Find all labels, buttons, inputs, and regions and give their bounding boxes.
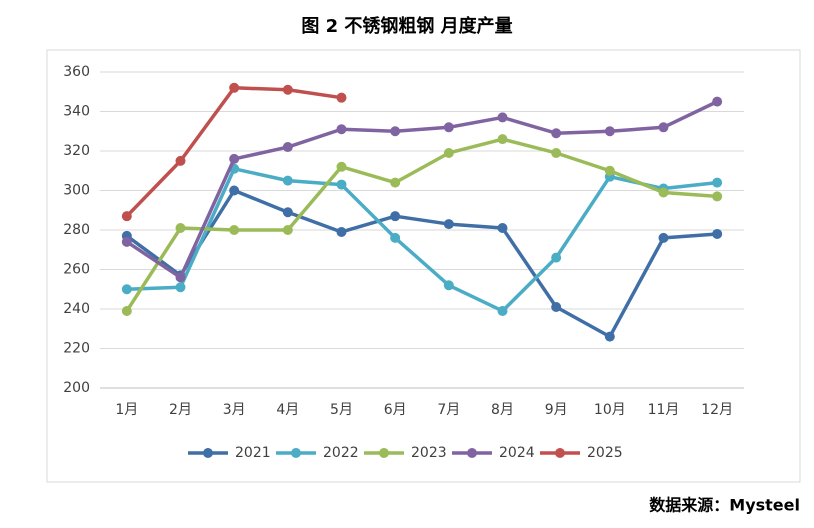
- data-point: [336, 179, 347, 190]
- data-point: [282, 225, 293, 235]
- series-line: [125, 188, 718, 339]
- legend-marker: [555, 448, 565, 458]
- x-tick-label: 5月: [330, 402, 353, 418]
- data-point: [175, 155, 186, 166]
- data-point: [497, 112, 508, 123]
- data-point: [497, 134, 508, 145]
- data-point: [336, 226, 347, 237]
- data-point: [282, 175, 293, 186]
- data-point: [336, 92, 347, 103]
- data-point: [121, 284, 132, 295]
- data-point: [229, 153, 240, 164]
- y-tick-label: 340: [63, 104, 90, 120]
- data-point: [390, 232, 401, 243]
- chart-title: 图 2 不锈钢粗钢 月度产量: [301, 15, 512, 37]
- data-point: [121, 211, 132, 222]
- legend-label: 2021: [235, 445, 271, 461]
- x-tick-label: 4月: [276, 402, 299, 418]
- legend-marker: [291, 448, 301, 458]
- data-point: [497, 305, 508, 316]
- data-point: [443, 219, 454, 230]
- data-point: [390, 126, 401, 137]
- y-tick-label: 200: [63, 380, 90, 396]
- data-point: [229, 225, 240, 235]
- x-tick-label: 8月: [491, 402, 514, 418]
- legend-marker: [203, 448, 213, 458]
- y-tick-label: 220: [63, 341, 90, 357]
- data-point: [229, 185, 240, 196]
- series-line: [125, 100, 718, 280]
- y-tick-label: 360: [63, 64, 90, 80]
- source-note: 数据来源：Mysteel: [649, 496, 800, 515]
- data-point: [658, 187, 669, 198]
- data-point: [658, 232, 669, 243]
- data-point: [282, 142, 293, 153]
- data-point: [175, 282, 186, 293]
- legend-marker: [467, 448, 477, 458]
- legend-marker: [379, 448, 389, 458]
- data-point: [551, 147, 562, 158]
- x-tick-label: 10月: [594, 402, 626, 418]
- y-tick-label: 240: [63, 301, 90, 317]
- x-tick-label: 9月: [545, 402, 568, 418]
- data-point: [336, 124, 347, 135]
- data-point: [121, 236, 132, 247]
- x-tick-label: 6月: [384, 402, 407, 418]
- data-point: [443, 147, 454, 158]
- legend-label: 2024: [499, 445, 535, 461]
- data-point: [443, 122, 454, 133]
- x-tick-label: 2月: [169, 402, 192, 418]
- x-tick-label: 11月: [648, 402, 680, 418]
- data-point: [551, 128, 562, 139]
- data-point: [712, 96, 723, 107]
- data-point: [121, 305, 132, 316]
- y-tick-label: 280: [63, 222, 90, 238]
- legend-label: 2022: [323, 445, 359, 461]
- x-tick-label: 3月: [223, 402, 246, 418]
- data-point: [604, 126, 615, 137]
- x-tick-label: 12月: [701, 402, 733, 418]
- data-point: [712, 191, 723, 202]
- series-line: [125, 137, 718, 312]
- y-tick-label: 300: [63, 183, 90, 199]
- data-point: [175, 223, 186, 234]
- data-point: [282, 207, 293, 218]
- data-point: [604, 165, 615, 176]
- data-point: [336, 161, 347, 172]
- data-point: [229, 82, 240, 93]
- data-point: [282, 84, 293, 95]
- data-point: [551, 252, 562, 263]
- data-point: [390, 211, 401, 222]
- data-point: [604, 331, 615, 342]
- series-line: [126, 167, 718, 313]
- data-point: [497, 223, 508, 234]
- data-point: [390, 177, 401, 188]
- data-point: [551, 302, 562, 313]
- y-tick-label: 260: [63, 262, 90, 278]
- y-tick-label: 320: [63, 143, 90, 159]
- data-point: [175, 272, 186, 283]
- data-point: [712, 228, 723, 239]
- legend-label: 2023: [411, 445, 447, 461]
- data-point: [658, 122, 669, 133]
- x-tick-label: 1月: [115, 402, 138, 418]
- data-point: [443, 280, 454, 291]
- legend-label: 2025: [587, 445, 623, 461]
- data-point: [712, 177, 723, 188]
- x-tick-label: 7月: [437, 402, 460, 418]
